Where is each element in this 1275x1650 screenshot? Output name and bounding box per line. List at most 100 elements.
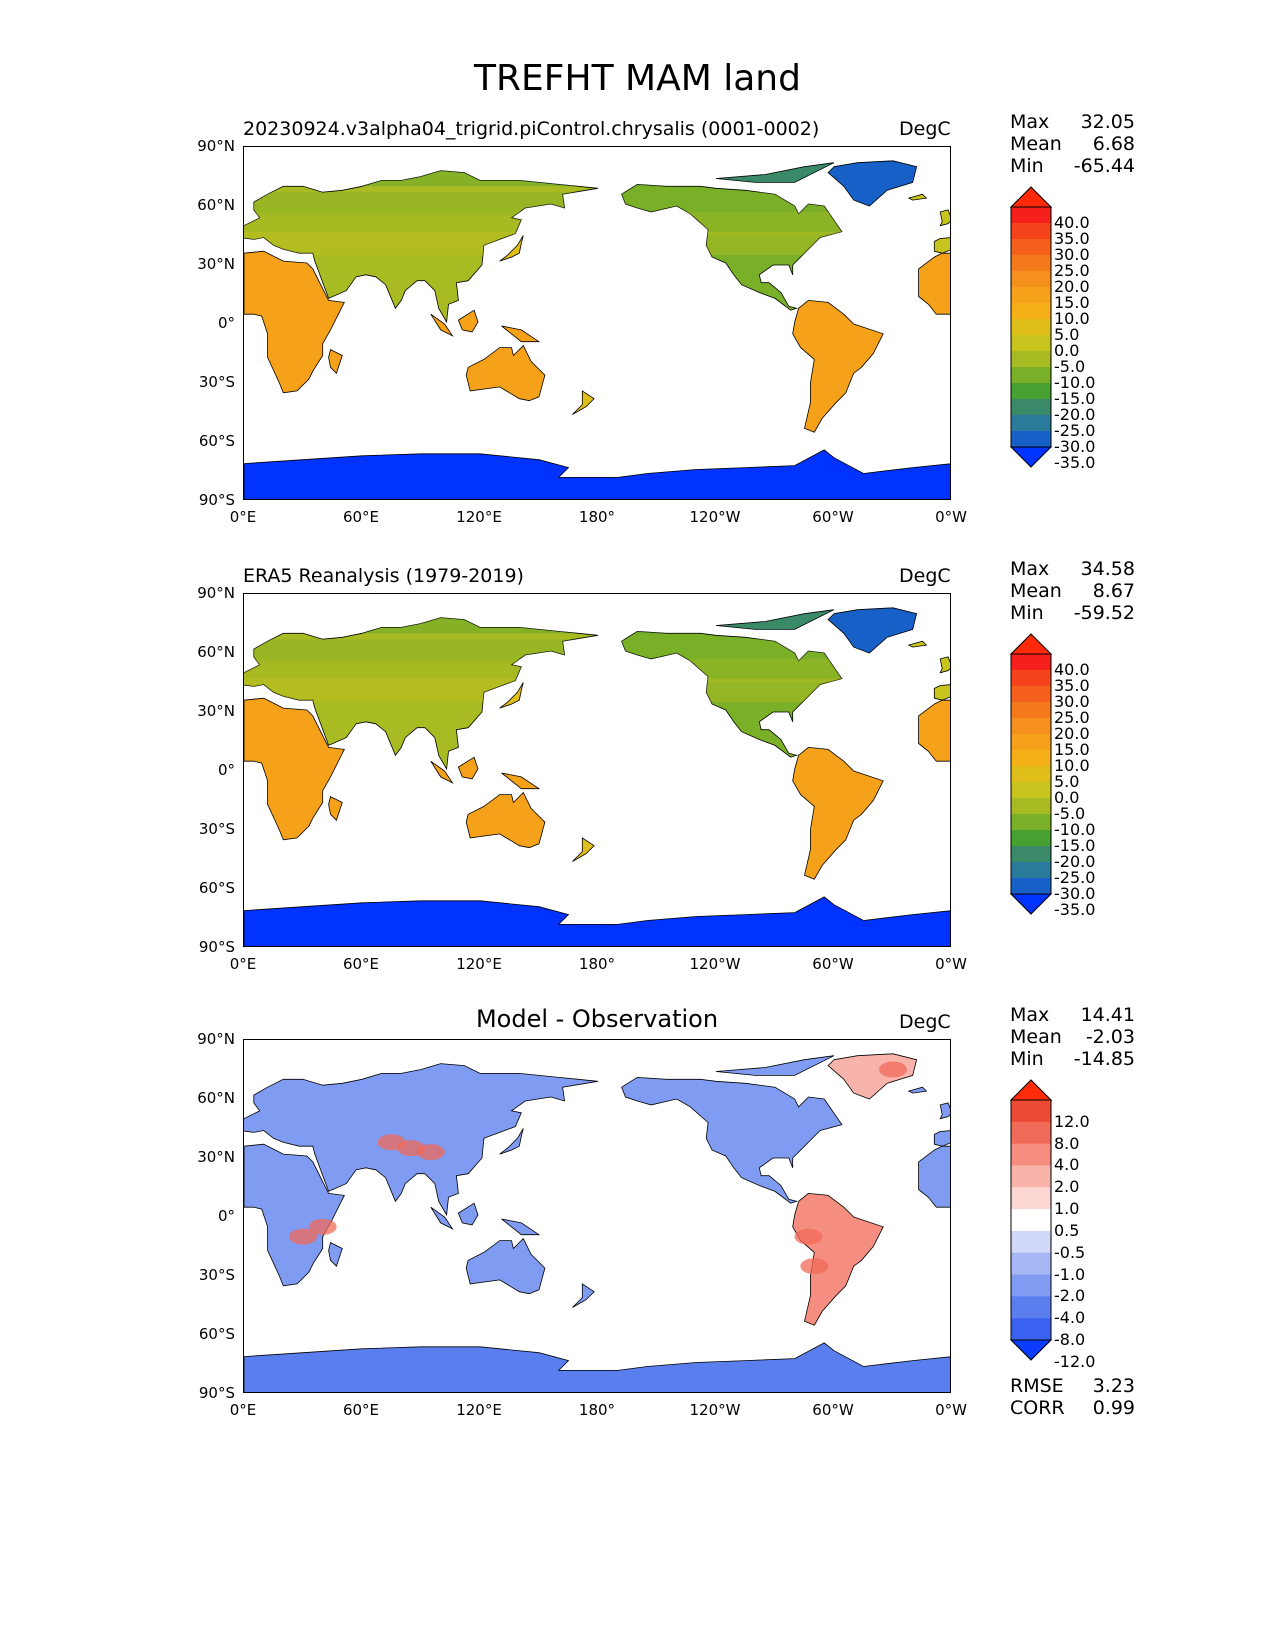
colorbar-tick-label: -8.0 xyxy=(1054,1330,1086,1349)
colorbar-extend-min xyxy=(1009,446,1053,468)
colorbar-tick-label: 40.0 xyxy=(1054,213,1090,232)
colorbar-segment xyxy=(1011,1209,1051,1232)
lat-tick-label: 90°S xyxy=(198,938,235,956)
colorbar-segment xyxy=(1011,415,1051,432)
colorbar-segment xyxy=(1011,239,1051,256)
stat-label: Max xyxy=(1010,111,1050,133)
metrics-block-diff: RMSE 3.23 CORR 0.99 xyxy=(1010,1375,1135,1419)
colorbar-tick-label: 25.0 xyxy=(1054,261,1090,280)
land-arcticislands xyxy=(715,609,835,630)
land-newzealand xyxy=(572,1283,595,1308)
stat-mean: Mean 6.68 xyxy=(1010,133,1135,155)
diff-hotspot-3 xyxy=(800,1258,829,1275)
lon-tick-label: 180° xyxy=(578,1401,616,1419)
land-newguinea xyxy=(501,1218,541,1236)
metric-value: 0.99 xyxy=(1092,1397,1135,1419)
metric-value: 3.23 xyxy=(1092,1375,1135,1397)
colorbar-tick-label: 35.0 xyxy=(1054,229,1090,248)
land-australia xyxy=(465,791,546,849)
land-newguinea xyxy=(501,325,541,343)
colorbar-segment xyxy=(1011,303,1051,320)
lon-tick-label: 60°W xyxy=(812,1401,854,1419)
colorbar-segment xyxy=(1011,862,1051,879)
land-newzealand xyxy=(572,390,595,415)
units-label-model: DegC xyxy=(899,118,951,140)
colorbar-segment xyxy=(1011,1143,1051,1166)
colorbar-frame xyxy=(1010,206,1052,448)
land-nearnorthamerica xyxy=(621,630,843,758)
land-antarctica xyxy=(244,449,950,499)
lon-tick-label: 120°W xyxy=(689,955,741,973)
land-greenland xyxy=(827,160,918,207)
map-diff xyxy=(243,1039,951,1393)
land-southamerica xyxy=(792,299,884,433)
land-eurasia xyxy=(244,1063,599,1217)
land-indonesia xyxy=(430,313,454,337)
stat-value: 14.41 xyxy=(1080,1004,1135,1026)
colorbar-extend-min xyxy=(1009,1339,1053,1361)
stat-value: 34.58 xyxy=(1080,558,1135,580)
stat-min: Min -14.85 xyxy=(1010,1048,1135,1070)
land-indonesia xyxy=(430,760,454,784)
colorbar-segment xyxy=(1011,271,1051,288)
colorbar-tick-label: 35.0 xyxy=(1054,676,1090,695)
colorbar-tick-label: 2.0 xyxy=(1054,1177,1080,1197)
stat-value: -59.52 xyxy=(1073,602,1135,624)
colorbar-segment xyxy=(1011,1296,1051,1319)
colorbar-segment xyxy=(1011,1121,1051,1145)
lat-tick-label: 0° xyxy=(217,1207,235,1225)
stat-label: Mean xyxy=(1010,580,1062,602)
land-africa xyxy=(244,250,345,394)
panel-title-model: 20230924.v3alpha04_trigrid.piControl.chr… xyxy=(243,118,820,140)
diff-hotspot-4 xyxy=(794,1228,823,1245)
land-westafrica xyxy=(918,252,950,315)
colorbar-tick-label: -12.0 xyxy=(1054,1351,1096,1371)
map-canvas-diff xyxy=(244,1053,950,1392)
colorbar-canvas xyxy=(1009,633,1053,915)
lat-tick-label: 30°S xyxy=(198,820,235,838)
land-borneo xyxy=(457,309,479,333)
metric-rmse: RMSE 3.23 xyxy=(1010,1375,1135,1397)
lon-tick-label: 0°W xyxy=(935,955,967,973)
lon-tick-label: 60°E xyxy=(342,508,380,526)
stat-value: 6.68 xyxy=(1092,133,1135,155)
colorbar-segment xyxy=(1011,766,1051,783)
colorbar-tick-label: -4.0 xyxy=(1054,1308,1086,1328)
land-australia xyxy=(465,1237,546,1295)
colorbar-tick-label: 30.0 xyxy=(1054,692,1090,711)
lat-tick-label: 30°N xyxy=(197,1148,235,1166)
stat-min: Min -65.44 xyxy=(1010,155,1135,177)
lat-tick-label: 30°N xyxy=(197,702,235,720)
land-iberia xyxy=(933,684,950,701)
colorbar-tick-label: -20.0 xyxy=(1054,852,1096,871)
lon-tick-label: 60°W xyxy=(812,508,854,526)
diff-hotspot-1 xyxy=(416,1144,445,1161)
colorbar-tick-label: 4.0 xyxy=(1054,1155,1080,1175)
colorbar-segment xyxy=(1011,335,1051,352)
colorbar-tick-label: 8.0 xyxy=(1054,1133,1080,1153)
colorbar-segment xyxy=(1011,830,1051,847)
land-southamerica xyxy=(792,1192,884,1326)
land-antarctica xyxy=(244,1342,950,1392)
colorbar-segment xyxy=(1011,718,1051,735)
colorbar-tick-label: 10.0 xyxy=(1054,309,1090,328)
colorbar-canvas xyxy=(1009,1079,1053,1361)
land-southamerica xyxy=(792,746,884,880)
lat-tick-label: 90°N xyxy=(197,137,235,155)
map-canvas-model xyxy=(244,160,950,499)
panel-title-diff: Model - Observation xyxy=(475,1005,719,1033)
stat-max: Max 34.58 xyxy=(1010,558,1135,580)
map-obs xyxy=(243,593,951,947)
land-borneo xyxy=(457,1202,479,1226)
colorbar-tick-label: -0.5 xyxy=(1054,1242,1086,1262)
land-greenland xyxy=(827,1053,918,1100)
stat-label: Min xyxy=(1010,155,1044,177)
lon-tick-label: 0°E xyxy=(229,1401,257,1419)
stat-max: Max 32.05 xyxy=(1010,111,1135,133)
colorbar-obs xyxy=(1009,633,1053,919)
lat-tick-label: 30°S xyxy=(198,1266,235,1284)
stats-block-diff: Max 14.41 Mean -2.03 Min -14.85 xyxy=(1010,1004,1135,1070)
colorbar-frame xyxy=(1010,653,1052,895)
metric-label: CORR xyxy=(1010,1397,1065,1419)
lon-tick-label: 120°E xyxy=(456,508,502,526)
